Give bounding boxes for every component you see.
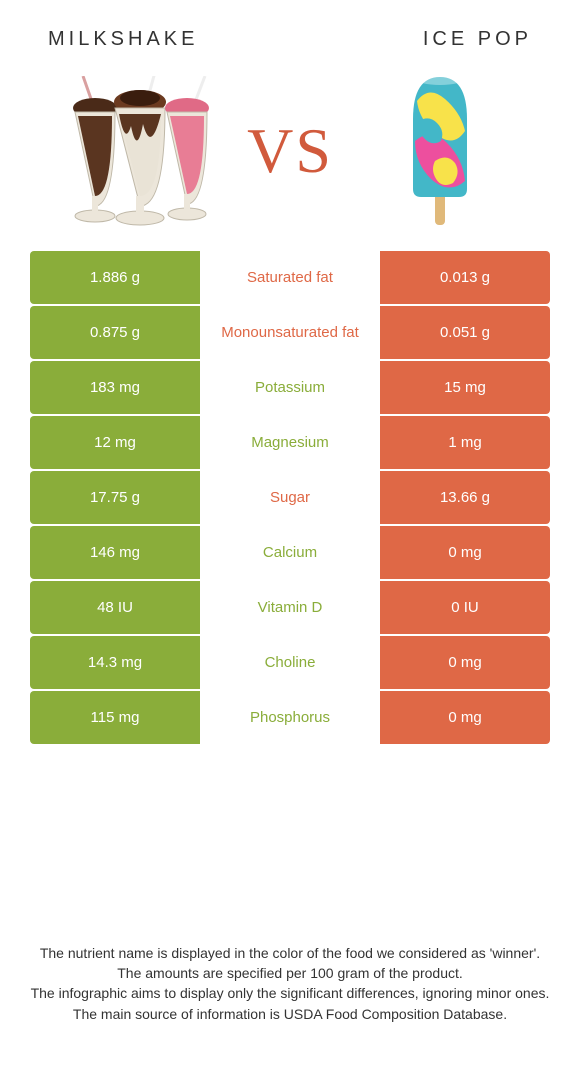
nutrient-name: Sugar (200, 471, 380, 524)
right-value: 0 mg (380, 691, 550, 744)
left-value: 0.875 g (30, 306, 200, 359)
nutrient-table: 1.886 gSaturated fat0.013 g0.875 gMonoun… (30, 251, 550, 744)
nutrient-row: 0.875 gMonounsaturated fat0.051 g (30, 306, 550, 359)
footnote-2: The amounts are specified per 100 gram o… (30, 963, 550, 983)
right-value: 0 mg (380, 526, 550, 579)
milkshake-illustration (50, 71, 230, 231)
right-value: 15 mg (380, 361, 550, 414)
left-value: 48 IU (30, 581, 200, 634)
left-value: 146 mg (30, 526, 200, 579)
nutrient-row: 17.75 gSugar13.66 g (30, 471, 550, 524)
hero-row: VS (0, 51, 580, 251)
nutrient-row: 12 mgMagnesium1 mg (30, 416, 550, 469)
right-value: 0.013 g (380, 251, 550, 304)
right-value: 1 mg (380, 416, 550, 469)
nutrient-name: Saturated fat (200, 251, 380, 304)
left-value: 1.886 g (30, 251, 200, 304)
left-value: 14.3 mg (30, 636, 200, 689)
footnote-1: The nutrient name is displayed in the co… (30, 943, 550, 963)
left-value: 183 mg (30, 361, 200, 414)
nutrient-row: 115 mgPhosphorus0 mg (30, 691, 550, 744)
vs-label: VS (247, 114, 333, 188)
footnote-3: The infographic aims to display only the… (30, 983, 550, 1003)
nutrient-name: Vitamin D (200, 581, 380, 634)
title-right: Ice pop (423, 28, 532, 51)
nutrient-name: Calcium (200, 526, 380, 579)
nutrient-name: Choline (200, 636, 380, 689)
nutrient-name: Phosphorus (200, 691, 380, 744)
left-value: 12 mg (30, 416, 200, 469)
nutrient-row: 14.3 mgCholine0 mg (30, 636, 550, 689)
nutrient-name: Potassium (200, 361, 380, 414)
title-left: Milkshake (48, 28, 198, 51)
nutrient-row: 183 mgPotassium15 mg (30, 361, 550, 414)
right-value: 0 mg (380, 636, 550, 689)
icepop-illustration (350, 71, 530, 231)
left-value: 115 mg (30, 691, 200, 744)
nutrient-name: Magnesium (200, 416, 380, 469)
left-value: 17.75 g (30, 471, 200, 524)
nutrient-row: 146 mgCalcium0 mg (30, 526, 550, 579)
right-value: 13.66 g (380, 471, 550, 524)
footnotes: The nutrient name is displayed in the co… (30, 943, 550, 1024)
nutrient-name: Monounsaturated fat (200, 306, 380, 359)
nutrient-row: 1.886 gSaturated fat0.013 g (30, 251, 550, 304)
right-value: 0 IU (380, 581, 550, 634)
right-value: 0.051 g (380, 306, 550, 359)
nutrient-row: 48 IUVitamin D0 IU (30, 581, 550, 634)
footnote-4: The main source of information is USDA F… (30, 1004, 550, 1024)
